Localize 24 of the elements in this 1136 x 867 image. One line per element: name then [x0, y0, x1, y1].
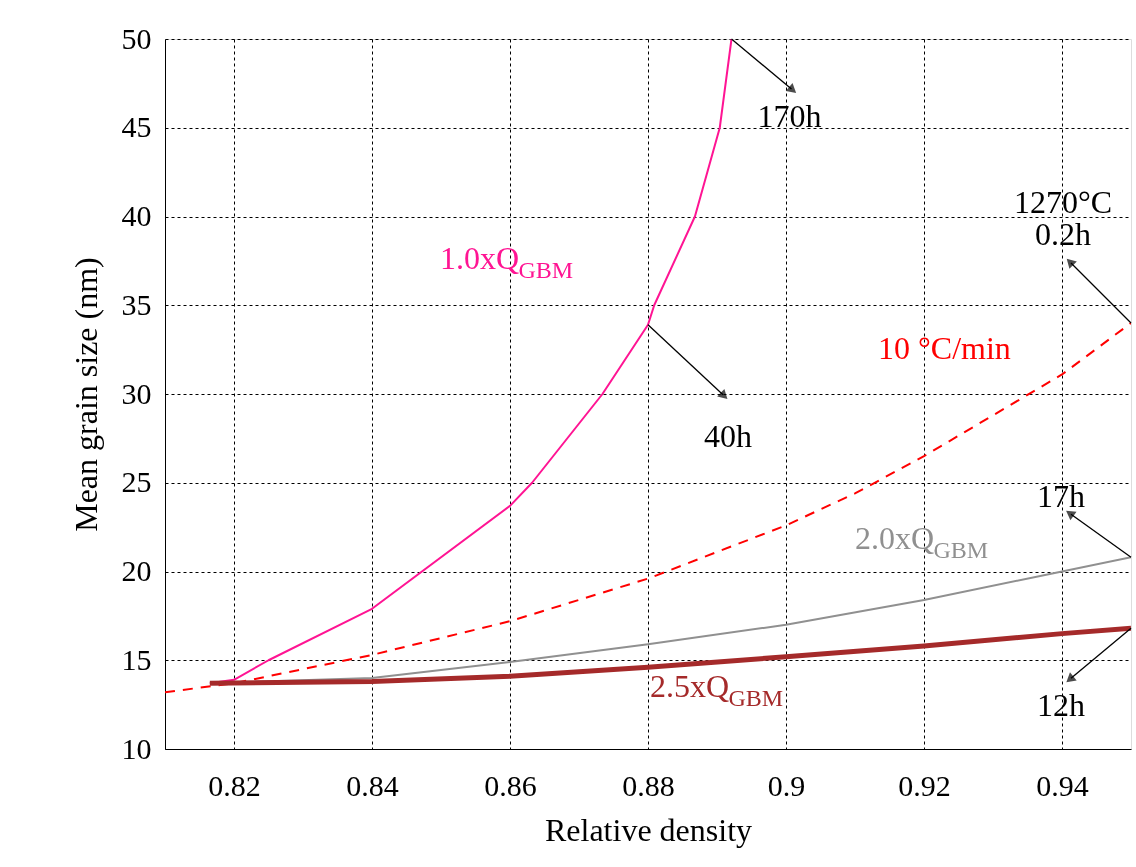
y-tick-label: 50 [121, 21, 152, 55]
annotation: 1270°C 0.2h [1013, 184, 1113, 252]
y-tick-label: 10 [121, 731, 152, 765]
y-tick-label: 15 [121, 642, 152, 676]
x-tick-label: 0.92 [898, 768, 951, 802]
y-tick-label: 35 [121, 287, 152, 321]
x-axis-title: Relative density [544, 811, 753, 848]
y-tick-label: 20 [121, 554, 152, 587]
y-axis-title: Mean grain size (nm) [67, 257, 104, 532]
annotation: 12h [1037, 687, 1085, 724]
y-tick-label: 40 [121, 199, 152, 232]
x-tick-label: 0.86 [484, 768, 537, 802]
y-tick-label: 25 [121, 465, 152, 499]
y-tick-label: 45 [121, 110, 152, 144]
series-label: 10 °C/min [878, 330, 1011, 366]
x-tick-label: 0.82 [208, 768, 261, 802]
annotation: 170h [757, 98, 822, 134]
x-tick-label: 0.84 [346, 768, 399, 802]
y-tick-label: 30 [121, 376, 152, 410]
annotation: 40h [704, 417, 752, 454]
x-tick-label: 0.94 [1036, 768, 1089, 802]
x-tick-label: 0.9 [767, 768, 806, 802]
annotation: 17h [1037, 478, 1085, 515]
x-tick-label: 0.88 [622, 768, 675, 802]
